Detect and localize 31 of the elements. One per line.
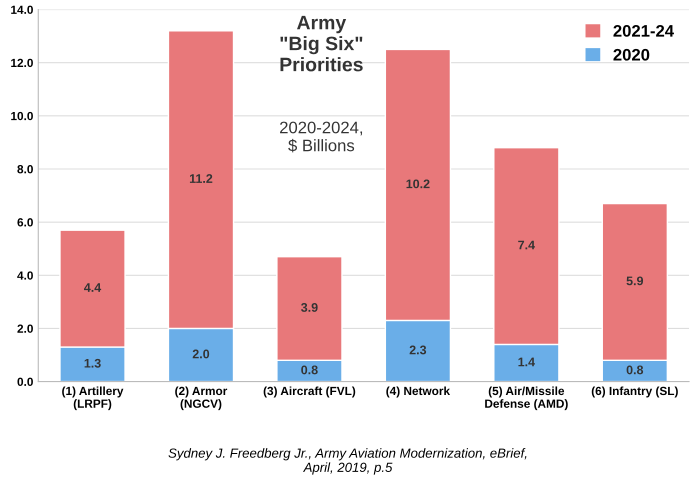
data-label: 0.8 <box>301 365 318 374</box>
text: Army "Big Six" Priorities <box>280 16 363 72</box>
x-tick-label: (2) Armor (NGCV) <box>175 386 228 410</box>
data-label: 11.2 <box>190 174 212 183</box>
x-tick-label: (5) Air/Missile Defense (AMD) <box>485 386 568 410</box>
y-tick-label: 0.0 <box>17 378 33 386</box>
legend-label: 2021-24 <box>613 24 674 37</box>
data-label: 0.8 <box>626 365 644 374</box>
y-tick-label: 10.0 <box>11 112 33 120</box>
data-label: 2.3 <box>410 346 426 354</box>
data-label: 10.2 <box>406 179 430 188</box>
data-label: 4.4 <box>84 283 102 292</box>
text: 2020-2024, $ Billions <box>280 122 362 152</box>
x-tick-label: (6) Infantry (SL) <box>592 386 678 398</box>
y-tick-label: 12.0 <box>11 58 33 68</box>
data-label: 1.3 <box>84 358 101 368</box>
y-tick-label: 2.0 <box>17 324 33 333</box>
y-tick-label: 14.0 <box>11 6 33 14</box>
data-label: 7.4 <box>518 240 535 250</box>
data-label: 2.0 <box>192 350 210 358</box>
data-label: 5.9 <box>626 276 644 286</box>
data-label: 3.9 <box>301 303 318 312</box>
y-tick-label: 6.0 <box>17 218 33 227</box>
legend-label: 2020 <box>613 48 650 61</box>
x-tick-label: (1) Artillery (LRPF) <box>62 386 124 410</box>
y-tick-label: 4.0 <box>17 271 33 280</box>
x-tick-label: (3) Aircraft (FVL) <box>264 386 356 398</box>
data-label: 1.4 <box>518 358 535 366</box>
text: Sydney J. Freedberg Jr., Army Aviation Modernization, eBrief, April, 2019, p.5 <box>168 448 526 475</box>
x-tick-label: (4) Network <box>386 386 450 398</box>
y-tick-label: 8.0 <box>17 165 33 174</box>
